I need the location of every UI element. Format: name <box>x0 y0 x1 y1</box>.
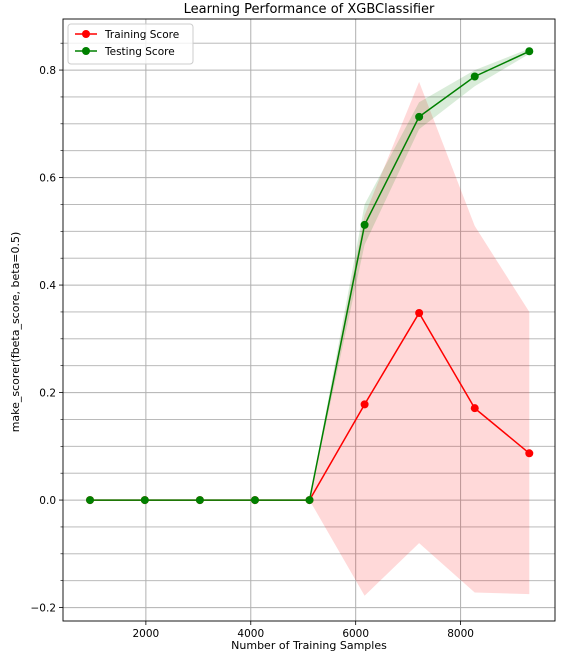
testing-score-point <box>305 496 314 505</box>
y-tick-label: 0.0 <box>39 495 56 507</box>
axes-frame <box>62 18 556 622</box>
y-tick-label: 0.6 <box>39 173 56 185</box>
legend-box <box>67 23 194 65</box>
legend-testing-marker <box>82 47 90 55</box>
y-tick-label: 0.4 <box>39 280 56 292</box>
testing-score-point <box>525 47 534 56</box>
testing-score-point <box>86 496 95 505</box>
legend: Training Score Testing Score <box>67 23 194 65</box>
testing-score-point <box>470 72 479 81</box>
x-axis-label: Number of Training Samples <box>231 639 387 652</box>
testing-score-point <box>250 496 259 505</box>
training-score-point <box>415 309 424 318</box>
x-tick-label: 8000 <box>447 628 474 640</box>
x-tick-label: 4000 <box>237 628 264 640</box>
x-tick-label: 2000 <box>133 628 160 640</box>
testing-score-point <box>415 112 424 121</box>
chart-title: Learning Performance of XGBClassifier <box>184 2 435 17</box>
y-tick-label: 0.8 <box>39 65 56 77</box>
testing-score-point <box>360 220 369 229</box>
testing-score-point <box>195 496 204 505</box>
training-score-point <box>525 449 534 458</box>
x-tick-label: 6000 <box>342 628 369 640</box>
legend-training-label: Training Score <box>104 29 179 41</box>
plot-area <box>63 19 555 621</box>
training-score-band <box>90 81 530 596</box>
y-tick-label: 0.2 <box>39 388 56 400</box>
legend-training-marker <box>82 30 90 38</box>
testing-score-point <box>140 496 149 505</box>
training-score-point <box>470 404 479 413</box>
y-axis-label: make_scorer(fbeta_score, beta=0.5) <box>9 232 22 433</box>
y-tick-label: −0.2 <box>31 603 57 615</box>
legend-testing-label: Testing Score <box>104 46 175 58</box>
training-score-point <box>360 400 369 409</box>
